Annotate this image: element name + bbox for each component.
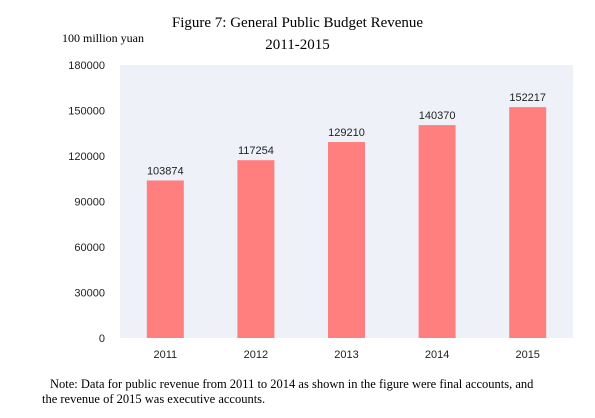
- chart-subtitle: 2011-2015: [265, 37, 330, 53]
- bar-2013: [328, 142, 365, 338]
- x-axis-ticks: 2011 2012 2013 2014 2015: [153, 349, 539, 361]
- y-tick-label: 60000: [74, 242, 105, 254]
- data-label-2015: 152217: [509, 92, 546, 104]
- bar-2011: [146, 180, 184, 338]
- x-tick-label-2011: 2011: [153, 349, 177, 361]
- footnote-line-2: the revenue of 2015 was executive accoun…: [42, 392, 266, 406]
- data-label-2011: 103874: [147, 165, 184, 177]
- chart-title: Figure 7: General Public Budget Revenue: [171, 15, 424, 31]
- y-tick-label: 90000: [74, 197, 105, 209]
- data-label-2014: 140370: [419, 110, 456, 122]
- x-tick-label-2013: 2013: [334, 349, 358, 361]
- y-tick-label: 30000: [74, 288, 105, 300]
- bars: 103874 117254 129210 140370 152217: [146, 92, 547, 339]
- x-tick-label-2015: 2015: [515, 349, 539, 361]
- footnote-line-1: Note: Data for public revenue from 2011 …: [50, 377, 534, 391]
- y-tick-label: 150000: [68, 106, 105, 118]
- x-tick-label-2014: 2014: [425, 349, 449, 361]
- data-label-2012: 117254: [238, 145, 274, 157]
- bar-2015: [509, 107, 547, 339]
- y-axis-unit-label: 100 million yuan: [62, 31, 144, 45]
- y-axis-ticks: 0 30000 60000 90000 120000 150000 180000: [68, 60, 105, 345]
- y-tick-label: 180000: [68, 60, 105, 72]
- bar-2012: [237, 160, 275, 338]
- data-label-2013: 129210: [328, 127, 365, 139]
- x-tick-label-2012: 2012: [244, 349, 268, 361]
- y-tick-label: 120000: [68, 151, 105, 163]
- bar-2014: [418, 125, 456, 338]
- y-tick-label: 0: [99, 333, 105, 345]
